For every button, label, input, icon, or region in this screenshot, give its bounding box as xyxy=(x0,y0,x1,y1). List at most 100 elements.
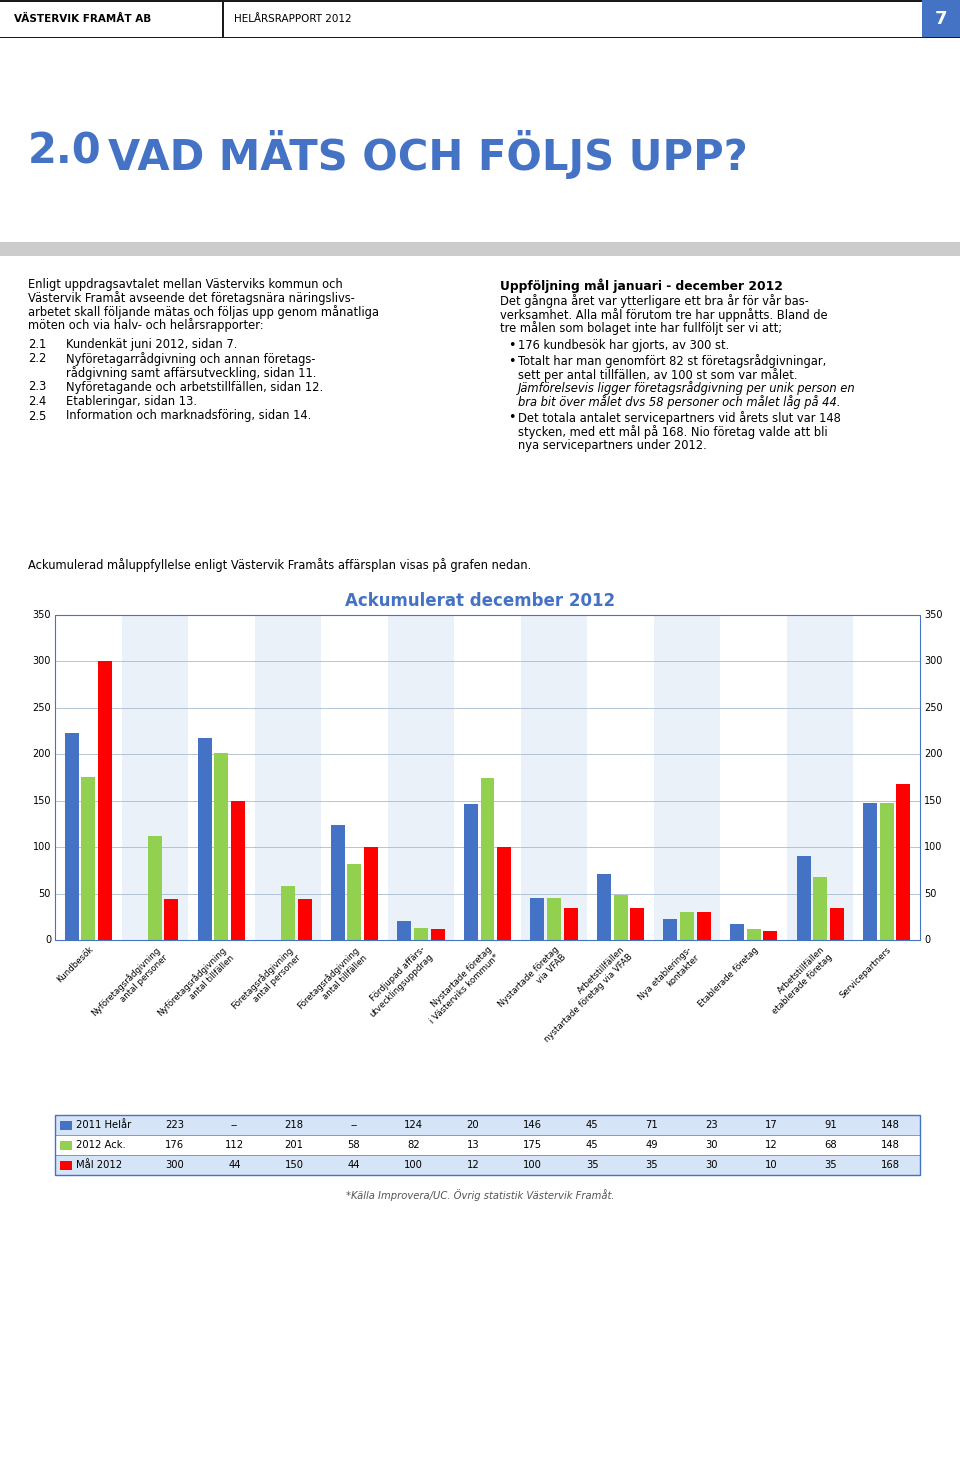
Text: *Källa Improvera/UC. Övrig statistik Västervik Framåt.: *Källa Improvera/UC. Övrig statistik Väs… xyxy=(346,1188,614,1200)
Text: 176 kundbesök har gjorts, av 300 st.: 176 kundbesök har gjorts, av 300 st. xyxy=(518,339,730,352)
Text: 175: 175 xyxy=(523,1140,542,1150)
Text: VÄSTERVIK FRAMÅT AB: VÄSTERVIK FRAMÅT AB xyxy=(14,13,152,24)
Text: Nyföretagarrådgivning och annan företags-: Nyföretagarrådgivning och annan företags… xyxy=(66,352,316,367)
Bar xyxy=(231,801,245,940)
Text: 300: 300 xyxy=(924,657,943,666)
Text: 2.2: 2.2 xyxy=(28,352,46,366)
Text: 2012 Ack.: 2012 Ack. xyxy=(76,1140,126,1150)
Text: 91: 91 xyxy=(825,1120,837,1131)
Text: HELÅRSRAPPORT 2012: HELÅRSRAPPORT 2012 xyxy=(234,13,351,24)
Text: 13: 13 xyxy=(467,1140,479,1150)
Text: 49: 49 xyxy=(645,1140,658,1150)
Bar xyxy=(897,784,910,940)
Bar xyxy=(879,802,894,940)
Bar xyxy=(520,616,588,940)
Text: Nystartade företag
i Västerviks kommun*: Nystartade företag i Västerviks kommun* xyxy=(420,946,501,1026)
Bar xyxy=(60,1160,72,1169)
Bar xyxy=(564,907,578,940)
Bar xyxy=(481,777,494,940)
Text: stycken, med ett mål på 168. Nio företag valde att bli: stycken, med ett mål på 168. Nio företag… xyxy=(518,425,828,440)
Text: •: • xyxy=(508,355,516,367)
Bar xyxy=(55,616,920,940)
Text: Företagsrådgivning
antal personer: Företagsrådgivning antal personer xyxy=(228,946,302,1018)
Text: Jämförelsevis ligger företagsrådgivning per unik person en: Jämförelsevis ligger företagsrådgivning … xyxy=(518,382,855,395)
Text: Servicepartners: Servicepartners xyxy=(838,946,893,1000)
Bar xyxy=(829,907,844,940)
Bar xyxy=(663,919,678,940)
Text: 146: 146 xyxy=(523,1120,542,1131)
Bar xyxy=(55,1114,920,1175)
Text: 45: 45 xyxy=(586,1120,598,1131)
Text: Kundenkät juni 2012, sidan 7.: Kundenkät juni 2012, sidan 7. xyxy=(66,337,237,351)
Text: 23: 23 xyxy=(705,1120,718,1131)
Bar xyxy=(55,616,920,940)
Text: 100: 100 xyxy=(33,842,51,852)
Text: 150: 150 xyxy=(924,796,943,805)
Bar xyxy=(388,616,454,940)
Text: 200: 200 xyxy=(924,749,943,759)
Text: Nyföretagande och arbetstillfällen, sidan 12.: Nyföretagande och arbetstillfällen, sida… xyxy=(66,380,324,394)
Text: 100: 100 xyxy=(924,842,943,852)
Text: 350: 350 xyxy=(33,610,51,620)
Text: Uppföljning mål januari - december 2012: Uppföljning mål januari - december 2012 xyxy=(500,278,782,293)
Text: 168: 168 xyxy=(880,1160,900,1171)
Bar xyxy=(431,929,444,940)
Text: Nyföretagsrådgivning
antal tillfällen: Nyföretagsrådgivning antal tillfällen xyxy=(156,946,236,1026)
Bar xyxy=(597,875,611,940)
Text: 176: 176 xyxy=(165,1140,184,1150)
Text: 350: 350 xyxy=(924,610,943,620)
Text: Det gångna året var ytterligare ett bra år för vår bas-: Det gångna året var ytterligare ett bra … xyxy=(500,295,809,308)
Text: 2.5: 2.5 xyxy=(28,410,46,422)
Text: sett per antal tillfällen, av 100 st som var målet.: sett per antal tillfällen, av 100 st som… xyxy=(518,369,798,382)
Text: tre målen som bolaget inte har fullföljt ser vi att;: tre målen som bolaget inte har fullföljt… xyxy=(500,321,782,336)
Bar xyxy=(747,929,760,940)
Text: verksamhet. Alla mål förutom tre har uppnåtts. Bland de: verksamhet. Alla mål förutom tre har upp… xyxy=(500,308,828,323)
Bar xyxy=(531,898,544,940)
Text: VAD MÄTS OCH FÖLJS UPP?: VAD MÄTS OCH FÖLJS UPP? xyxy=(108,130,748,179)
Text: 12: 12 xyxy=(764,1140,778,1150)
Text: 2011 Helår: 2011 Helår xyxy=(76,1120,132,1131)
Text: 2.1: 2.1 xyxy=(28,337,46,351)
Text: Etablerade företag: Etablerade företag xyxy=(696,946,760,1008)
Bar xyxy=(497,847,511,940)
Text: 12: 12 xyxy=(467,1160,479,1171)
Bar xyxy=(730,924,744,940)
Text: bra bit över målet dvs 58 personer och målet låg på 44.: bra bit över målet dvs 58 personer och m… xyxy=(518,395,841,408)
Text: --: -- xyxy=(350,1120,357,1131)
Text: 200: 200 xyxy=(33,749,51,759)
Text: Ackumulerat december 2012: Ackumulerat december 2012 xyxy=(345,592,615,610)
Bar xyxy=(122,616,188,940)
Bar xyxy=(613,894,628,940)
Bar xyxy=(298,900,311,940)
Text: 7: 7 xyxy=(935,10,948,28)
Text: 300: 300 xyxy=(165,1160,184,1171)
Text: 30: 30 xyxy=(705,1160,717,1171)
Text: Ackumulerad måluppfyllelse enligt Västervik Framåts affärsplan visas på grafen n: Ackumulerad måluppfyllelse enligt Väster… xyxy=(28,558,531,571)
Text: Företagsrådgivning
antal tillfällen: Företagsrådgivning antal tillfällen xyxy=(296,946,369,1018)
Text: •: • xyxy=(508,411,516,425)
Bar xyxy=(164,900,179,940)
Bar xyxy=(331,824,345,940)
Text: Enligt uppdragsavtalet mellan Västerviks kommun och: Enligt uppdragsavtalet mellan Västerviks… xyxy=(28,278,343,292)
Bar xyxy=(55,1114,920,1135)
Bar xyxy=(281,887,295,940)
Text: 100: 100 xyxy=(523,1160,542,1171)
Text: Kundbesök: Kundbesök xyxy=(55,946,95,984)
Text: 35: 35 xyxy=(645,1160,658,1171)
Text: Fördjupad affärs-
utvecklingsuppdrag: Fördjupad affärs- utvecklingsuppdrag xyxy=(360,946,435,1020)
Bar xyxy=(82,777,95,940)
Text: Arbetstillfällen
nystartade företag via VFAB: Arbetstillfällen nystartade företag via … xyxy=(535,946,635,1045)
Text: möten och via halv- och helårsrapporter:: möten och via halv- och helårsrapporter: xyxy=(28,318,264,333)
Bar xyxy=(797,855,810,940)
Bar xyxy=(64,733,79,940)
Text: 201: 201 xyxy=(284,1140,303,1150)
Bar xyxy=(55,1135,920,1154)
Bar xyxy=(697,912,710,940)
Text: 300: 300 xyxy=(33,657,51,666)
Bar xyxy=(60,1120,72,1129)
Text: 2.4: 2.4 xyxy=(28,395,46,408)
Text: Västervik Framåt avseende det företagsnära näringslivs-: Västervik Framåt avseende det företagsnä… xyxy=(28,292,355,305)
Text: 58: 58 xyxy=(348,1140,360,1150)
Text: 10: 10 xyxy=(765,1160,778,1171)
Bar xyxy=(0,0,960,37)
